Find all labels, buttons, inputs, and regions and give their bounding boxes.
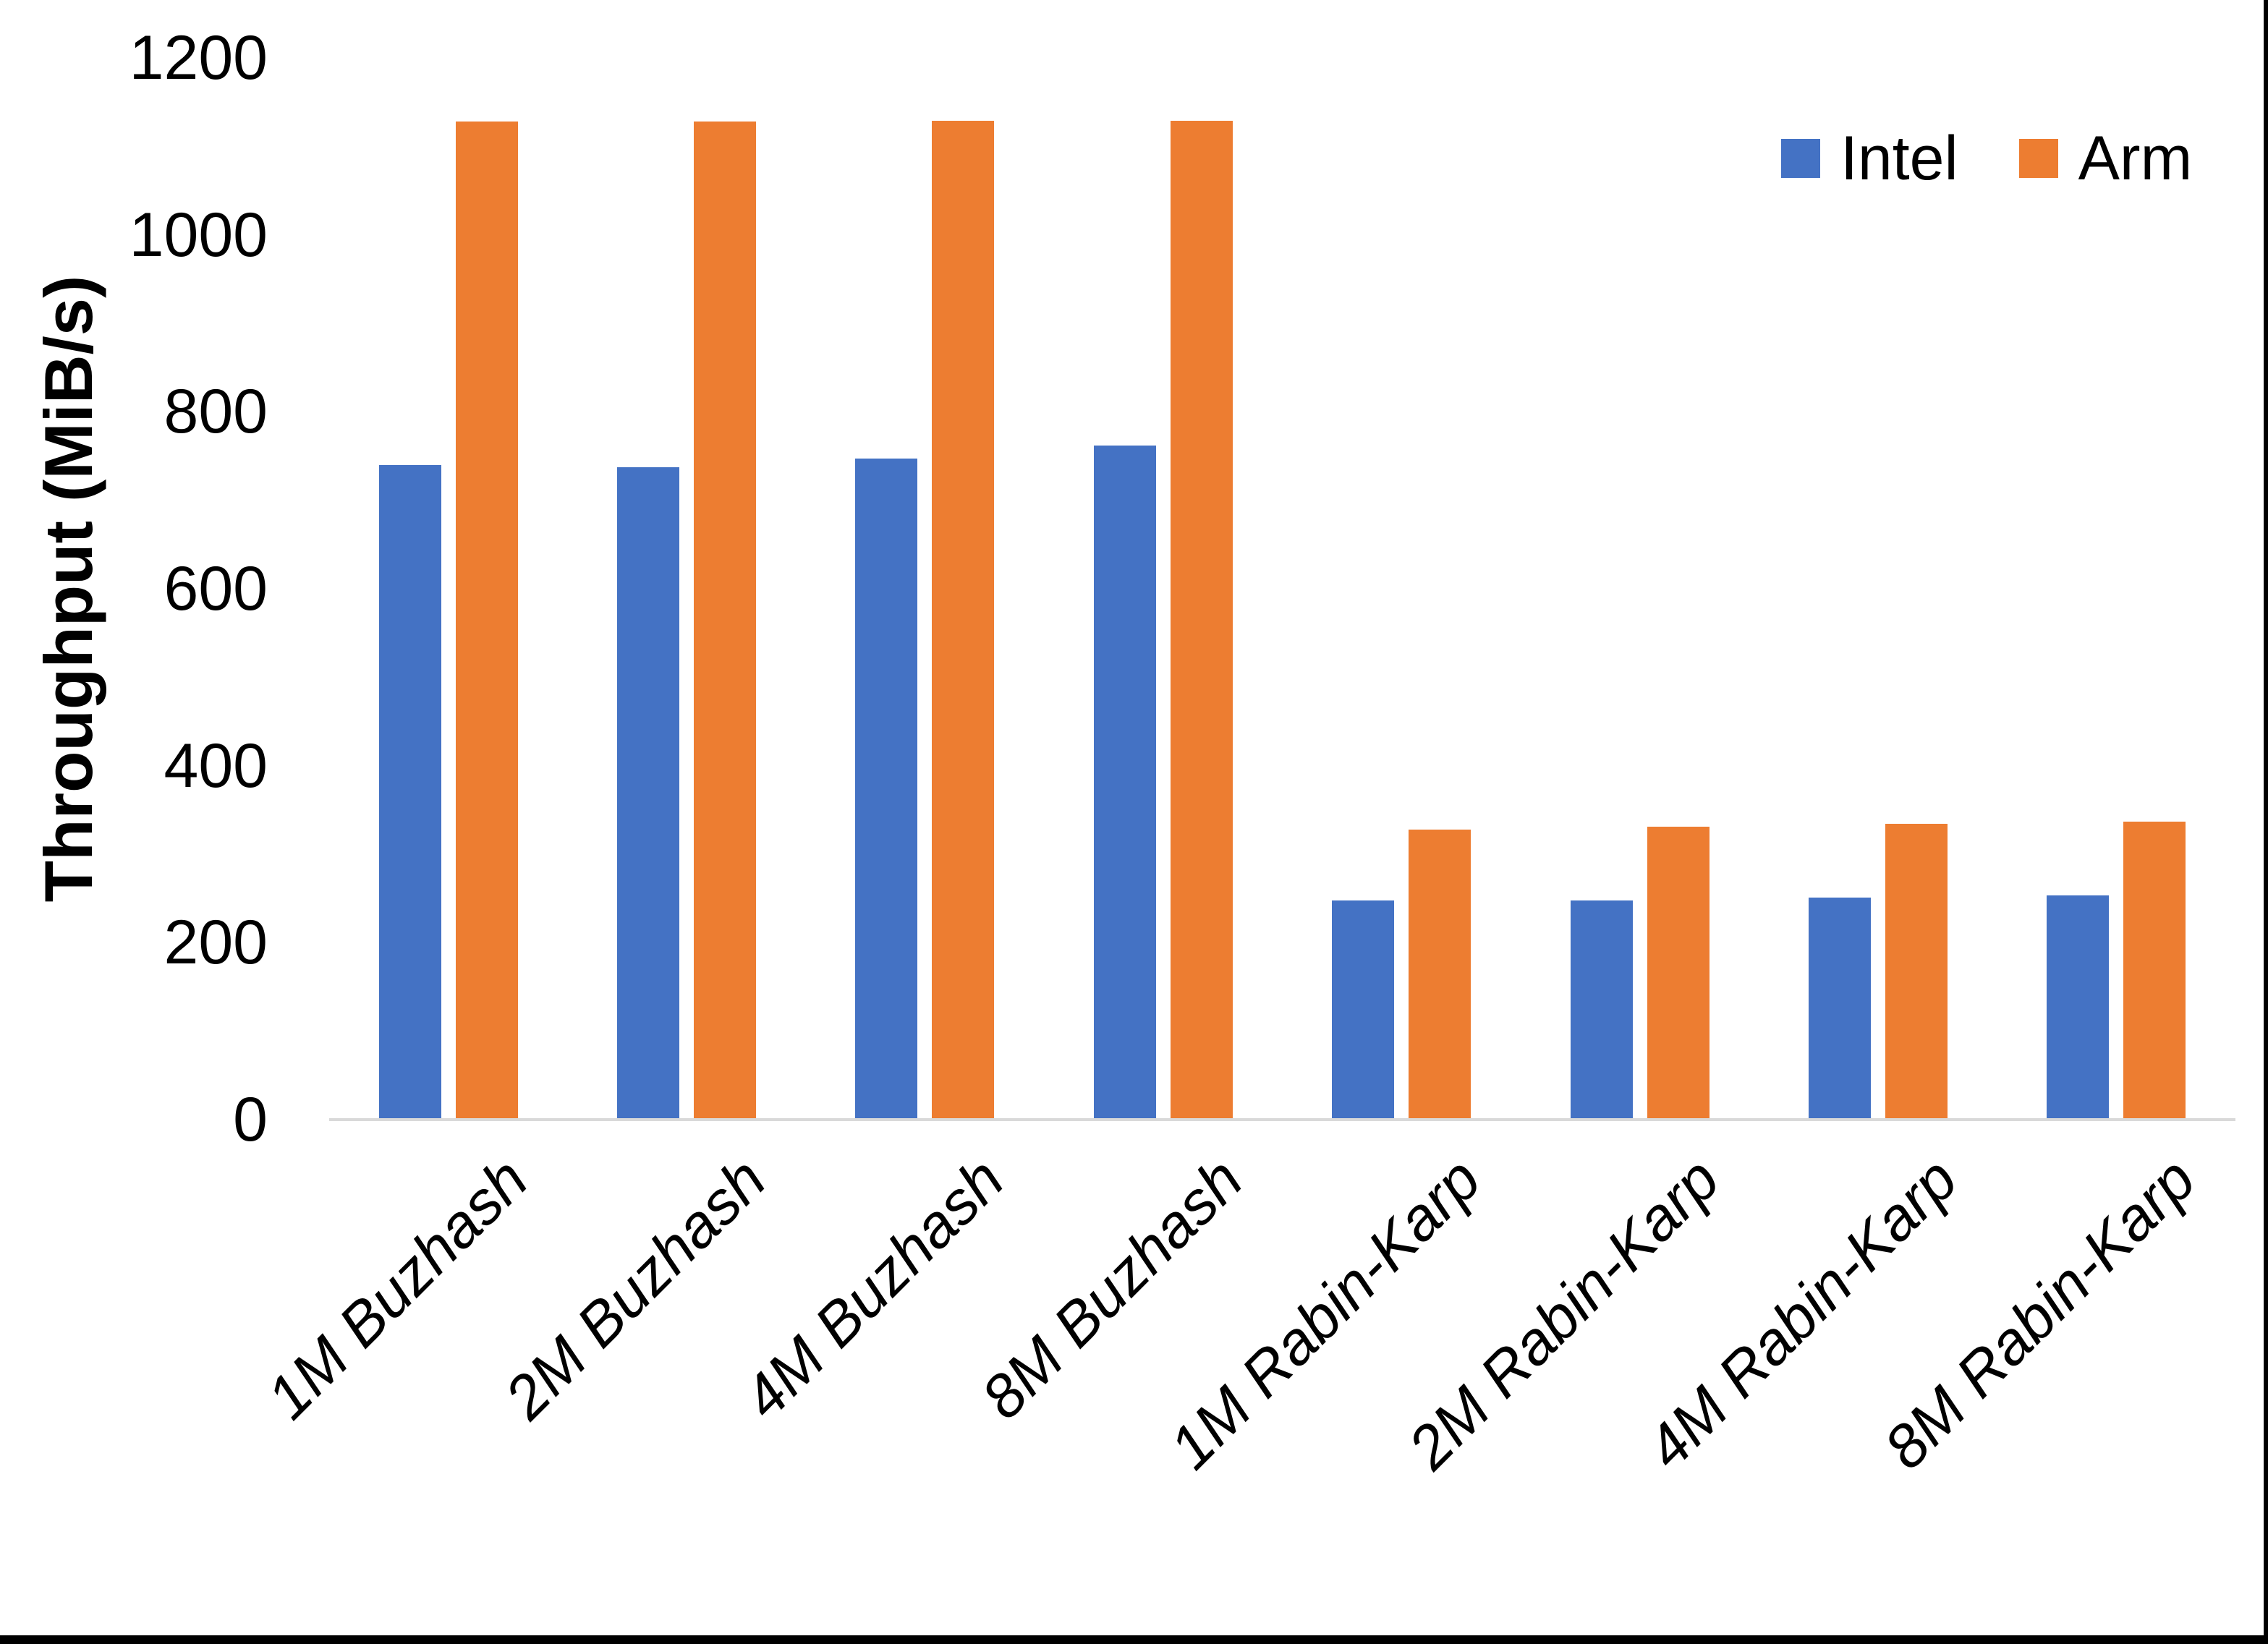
legend-label-intel: Intel: [1840, 124, 1958, 193]
x-axis-line: [329, 1118, 2235, 1121]
x-category-label-1m-rabin-karp: 1M Rabin-Karp: [1156, 1144, 1494, 1482]
y-tick-label-600: 600: [163, 554, 268, 623]
y-tick-label-1000: 1000: [129, 200, 268, 270]
bar-arm-8m-buzhash: [1170, 120, 1233, 1120]
x-category-label-2m-buzhash: 2M Buzhash: [491, 1144, 779, 1432]
legend-item-arm: Arm: [2018, 124, 2193, 193]
x-category-label-2m-rabin-karp: 2M Rabin-Karp: [1394, 1144, 1732, 1482]
bar-intel-8m-buzhash: [1093, 445, 1156, 1120]
legend-item-intel: Intel: [1781, 127, 1958, 189]
y-tick-label-800: 800: [163, 377, 268, 447]
frame-border-bottom: [0, 1635, 2268, 1644]
y-tick-label-0: 0: [233, 1085, 268, 1154]
x-category-label-4m-rabin-karp: 4M Rabin-Karp: [1633, 1144, 1971, 1482]
bar-arm-1m-rabin-karp: [1409, 829, 1471, 1120]
legend-swatch-arm: [2018, 139, 2058, 178]
bar-arm-8m-rabin-karp: [2123, 821, 2186, 1120]
bar-intel-2m-rabin-karp: [1570, 900, 1633, 1120]
x-category-label-8m-rabin-karp: 8M Rabin-Karp: [1871, 1144, 2209, 1482]
x-category-label-4m-buzhash: 4M Buzhash: [729, 1144, 1017, 1432]
bar-arm-2m-buzhash: [694, 122, 757, 1120]
frame-border-right: [2264, 0, 2268, 1644]
legend: Intel Arm: [1781, 127, 2192, 189]
y-tick-label-1200: 1200: [129, 23, 268, 93]
bar-intel-2m-buzhash: [617, 467, 680, 1120]
x-category-label-1m-buzhash: 1M Buzhash: [253, 1144, 540, 1432]
x-category-label-8m-buzhash: 8M Buzhash: [968, 1144, 1255, 1432]
bar-intel-4m-rabin-karp: [1808, 897, 1871, 1120]
y-tick-label-200: 200: [163, 908, 268, 978]
bar-arm-2m-rabin-karp: [1647, 827, 1710, 1120]
bar-intel-4m-buzhash: [855, 459, 918, 1120]
bar-arm-4m-rabin-karp: [1885, 824, 1948, 1120]
bar-arm-1m-buzhash: [455, 122, 518, 1120]
y-tick-label-400: 400: [163, 731, 268, 801]
bar-arm-4m-buzhash: [932, 120, 995, 1120]
legend-label-arm: Arm: [2078, 124, 2193, 193]
bar-intel-1m-rabin-karp: [1332, 900, 1395, 1120]
legend-swatch-intel: [1781, 139, 1820, 178]
bar-intel-1m-buzhash: [378, 464, 441, 1120]
bar-intel-8m-rabin-karp: [2047, 895, 2110, 1120]
